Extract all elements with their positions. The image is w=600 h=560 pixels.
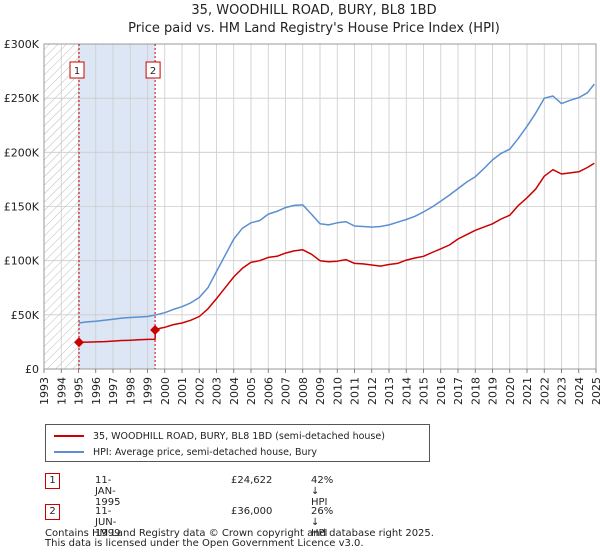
series-layer <box>78 83 595 344</box>
x-tick-label: 2009 <box>314 377 327 405</box>
price-chart: 35, WOODHILL ROAD, BURY, BL8 1BD Price p… <box>4 3 600 405</box>
legend: 35, WOODHILL ROAD, BURY, BL8 1BD (semi-d… <box>45 424 430 462</box>
footer-licence: This data is licensed under the Open Gov… <box>45 538 364 549</box>
transaction-hpi-comparison: 26% ↓ HPI <box>311 506 334 539</box>
y-tick-label: £50K <box>11 309 40 322</box>
x-tick-label: 2008 <box>297 377 310 405</box>
legend-label-hpi: HPI: Average price, semi-detached house,… <box>93 446 318 458</box>
x-tick-label: 2017 <box>452 377 465 405</box>
sale-label: 1 <box>74 66 80 77</box>
x-tick-label: 1995 <box>73 377 86 405</box>
x-tick-label: 2015 <box>418 377 431 405</box>
x-tick-label: 2013 <box>383 377 396 405</box>
x-tick-label: 1996 <box>90 377 103 405</box>
x-tick-label: 2000 <box>159 377 172 405</box>
y-tick-label: £300K <box>4 38 40 51</box>
legend-swatch-property <box>54 435 84 437</box>
y-tick-label: £250K <box>4 92 40 105</box>
chart-subtitle: Price paid vs. HM Land Registry's House … <box>128 21 500 36</box>
x-tick-label: 2012 <box>366 377 379 405</box>
x-tick-label: 1994 <box>55 377 68 405</box>
sale-label: 2 <box>150 66 156 77</box>
x-tick-label: 2014 <box>400 377 413 405</box>
hpi-series-line <box>78 83 595 324</box>
x-tick-label: 1999 <box>142 377 155 405</box>
transaction-price: £36,000 <box>231 506 273 517</box>
x-tick-label: 2016 <box>435 377 448 405</box>
transaction-marker-badge: 1 <box>45 473 60 489</box>
x-tick-label: 2011 <box>349 377 362 405</box>
footer: Contains HM Land Registry data © Crown c… <box>45 529 434 549</box>
x-tick-label: 2002 <box>193 377 206 405</box>
transaction-hpi-comparison: 42% ↓ HPI <box>311 475 334 508</box>
x-tick-label: 2001 <box>176 377 189 405</box>
x-tick-label: 2023 <box>556 377 569 405</box>
sale-label-box <box>69 61 85 79</box>
x-tick-label: 1998 <box>124 377 137 405</box>
x-tick-label: 2019 <box>487 377 500 405</box>
x-tick-label: 2003 <box>211 377 224 405</box>
transaction-date: 11-JUN-1999 <box>95 506 121 539</box>
sale-point <box>150 325 161 335</box>
x-tick-label: 2024 <box>573 377 586 405</box>
y-axis: £0 £50K £100K £150K £200K £250K £300K <box>4 38 40 376</box>
legend-swatch-hpi <box>54 451 84 453</box>
y-tick-label: £150K <box>4 201 40 214</box>
x-tick-label: 2006 <box>262 377 275 405</box>
x-tick-label: 2010 <box>331 377 344 405</box>
legend-item-hpi: HPI: Average price, semi-detached house,… <box>54 444 317 460</box>
legend-label-property: 35, WOODHILL ROAD, BURY, BL8 1BD (semi-d… <box>93 430 385 442</box>
y-tick-label: £0 <box>25 363 39 376</box>
x-tick-label: 1993 <box>38 377 51 405</box>
x-tick-label: 2021 <box>521 377 534 405</box>
footer-copyright: Contains HM Land Registry data © Crown c… <box>45 528 434 539</box>
transaction-marker-badge: 2 <box>45 504 60 520</box>
sale-label-box <box>145 61 161 79</box>
x-tick-label: 2025 <box>590 377 600 405</box>
x-tick-label: 1997 <box>107 377 120 405</box>
x-tick-label: 2004 <box>228 377 241 405</box>
x-tick-label: 2020 <box>504 377 517 405</box>
x-tick-label: 2022 <box>538 377 551 405</box>
transaction-price: £24,622 <box>231 475 273 486</box>
y-tick-label: £200K <box>4 146 40 159</box>
x-tick-label: 2007 <box>280 377 293 405</box>
y-tick-label: £100K <box>4 255 40 268</box>
transaction-date: 11-JAN-1995 <box>95 475 121 508</box>
legend-item-property: 35, WOODHILL ROAD, BURY, BL8 1BD (semi-d… <box>54 428 385 444</box>
x-tick-label: 2018 <box>469 377 482 405</box>
x-tick-label: 2005 <box>245 377 258 405</box>
x-axis: 1993 1994 1995 1996 1997 1998 1999 2000 2001 2002… <box>38 369 600 405</box>
chart-title: 35, WOODHILL ROAD, BURY, BL8 1BD <box>191 3 436 18</box>
